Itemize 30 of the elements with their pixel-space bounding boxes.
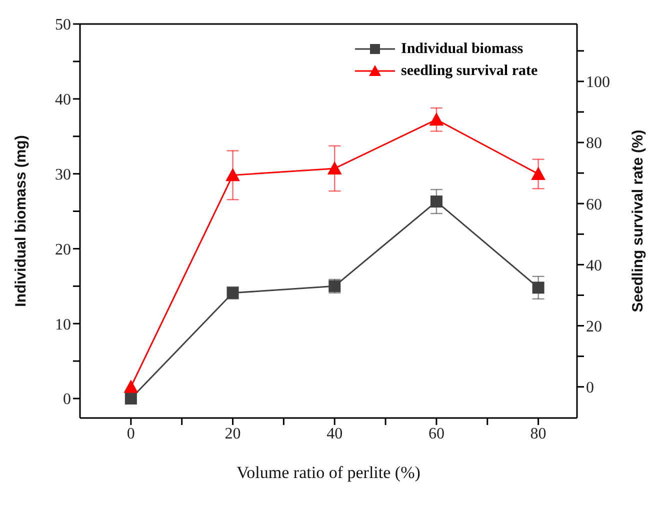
point [532, 282, 544, 294]
y-tick-label: 20 [55, 241, 71, 258]
y2-tick-label: 60 [586, 196, 602, 214]
x-tick-label: 80 [530, 425, 546, 442]
x-tick-label: 40 [326, 425, 343, 442]
point [429, 112, 444, 126]
x-tick-label: 0 [126, 425, 135, 442]
y2-tick-label: 0 [586, 380, 594, 397]
y-tick-label: 40 [55, 92, 71, 109]
point [430, 196, 442, 208]
y2-axis-title: Seedling survival rate (%) [629, 130, 646, 312]
y-tick-label: 50 [55, 16, 71, 34]
y2-tick-label: 20 [586, 318, 602, 336]
y2-tick-label: 40 [586, 257, 602, 274]
y2-tick-label: 100 [586, 74, 610, 92]
point [327, 161, 342, 174]
point [124, 380, 138, 393]
legend-label: seedling survival rate [401, 62, 538, 80]
y-axis-title: Individual biomass (mg) [12, 135, 30, 307]
x-tick-label: 60 [428, 425, 444, 442]
y-tick-label: 30 [55, 166, 71, 184]
y-tick-label: 10 [55, 316, 71, 334]
x-axis-title: Volume ratio of perlite (%) [236, 463, 420, 482]
point [124, 392, 137, 405]
point [531, 166, 546, 180]
y-tick-label: 0 [63, 391, 71, 408]
legend-label: Individual biomass [401, 40, 524, 58]
y2-tick-label: 80 [586, 135, 602, 152]
point [226, 168, 240, 182]
x-tick-label: 20 [224, 425, 241, 442]
